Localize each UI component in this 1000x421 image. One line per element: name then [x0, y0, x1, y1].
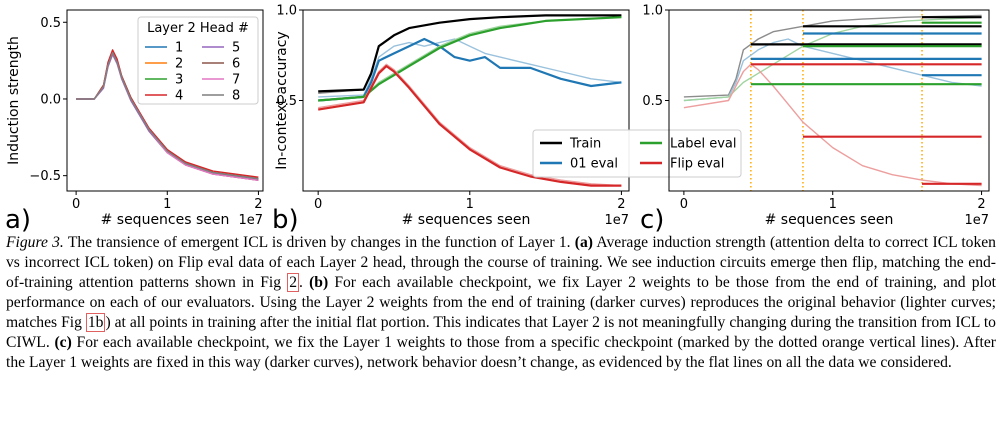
panel-a-series-8-head-8 — [76, 52, 259, 180]
panel-b-ytick-label-1: 0.5 — [276, 94, 297, 109]
panel-a-xtick-label-2: 1 — [163, 197, 171, 212]
panel-c-ytick-label-2: 1.0 — [642, 4, 663, 19]
panel-c-series-flip-eval-light-4 — [683, 63, 982, 187]
panel-b-legend-entry-1: Train — [569, 137, 601, 152]
caption-text-4: For each available checkpoint, we fix La… — [6, 274, 997, 331]
panel-a-ytick-label-3: 0.5 — [40, 16, 61, 31]
panel-b-series-01-eval-light-3 — [318, 38, 622, 98]
panel-b-series-flip-eval-light-7 — [318, 63, 622, 187]
panel-a-x-scale-label: 1e7 — [238, 213, 263, 228]
caption-a: (a) — [574, 234, 593, 251]
panel-c-series-train-light-1 — [683, 14, 982, 98]
panel-b-legend-entry-3: Label eval — [670, 137, 736, 152]
panel-b-series-label-eval-dark-6 — [318, 16, 622, 102]
panel-a-legend-entry-4: 4 — [175, 89, 183, 104]
caption-ref-fig1b[interactable]: 1b — [85, 313, 106, 332]
panel-b-series-train-dark-2 — [318, 14, 622, 93]
caption-label: Figure 3. — [6, 234, 64, 251]
panel-c: 0 1 2 0.5 1.0 # sequences seen 1e7 c) — [640, 4, 990, 232]
panel-b-x-scale-label: 1e7 — [604, 213, 629, 228]
panel-b-legend-entry-4: Flip eval — [670, 157, 724, 172]
figure-3: 0 1 2−0.50.00.5# sequences seen 1e7Inductio… — [5, 4, 990, 232]
panel-a-label: a) — [5, 205, 31, 232]
panel-a-legend-entry-6: 6 — [232, 57, 240, 72]
panel-a-xtick-label-3: 2 — [254, 197, 262, 212]
panel-a-legend-title: Layer 2 Head # — [147, 21, 249, 36]
panel-a-legend-entry-3: 3 — [175, 73, 183, 88]
panel-a-ytick-label-2: 0.0 — [40, 92, 61, 107]
panel-b-ytick-label-2: 1.0 — [276, 4, 297, 19]
panel-b-xtick-label-3: 2 — [617, 197, 625, 212]
panel-b: 0 1 2 0.5 1.0 # sequences seen 1e7 In-context a… — [272, 4, 742, 232]
panel-a-legend-entry-8: 8 — [232, 89, 240, 104]
panel-c-label: c) — [640, 205, 664, 232]
panel-c-series-01-eval-light-2 — [683, 38, 982, 102]
panel-c-xtick-label-3: 2 — [977, 197, 985, 212]
panel-c-xtick-label-1: 0 — [680, 197, 688, 212]
panel-b-legend-entry-2: 01 eval — [570, 157, 618, 172]
panel-b-series-flip-eval-dark-8 — [318, 65, 622, 187]
panel-a-legend-entry-1: 1 — [175, 41, 183, 56]
panel-a-legend-box — [137, 16, 259, 105]
caption-ref-fig2[interactable]: 2 — [287, 273, 300, 292]
panel-b-series-01-eval-dark-4 — [318, 37, 622, 102]
caption-b: (b) — [309, 274, 329, 291]
panel-c-series-label-eval-light-3 — [683, 16, 982, 102]
panel-a-xlabel: # sequences seen — [101, 212, 230, 228]
panel-b-label: b) — [272, 205, 299, 232]
panel-b-legend-box — [532, 129, 742, 178]
caption-text-5: ) at all points in training after the in… — [6, 314, 996, 351]
panel-b-xlabel: # sequences seen — [402, 212, 531, 228]
panel-b-ylabel: In-context accuracy — [274, 31, 290, 169]
caption-text-2: Average induction strength (attention de… — [6, 234, 996, 291]
panel-b-xtick-label-2: 1 — [466, 197, 474, 212]
panel-c-xtick-label-2: 1 — [829, 197, 837, 212]
panel-a-legend-entry-7: 7 — [232, 73, 240, 88]
panel-a-frame — [66, 9, 264, 192]
caption-text-6: For each available checkpoint, we fix th… — [6, 334, 996, 371]
panel-a-legend-entry-5: 5 — [232, 41, 240, 56]
figure-caption: Figure 3. The transience of emergent ICL… — [6, 233, 996, 373]
panel-c-ytick-label-1: 0.5 — [642, 94, 663, 109]
panel-a-ytick-label-1: −0.5 — [29, 169, 61, 184]
caption-text-3: . — [299, 274, 310, 291]
panel-c-xlabel: # sequences seen — [765, 212, 894, 228]
caption-c: (c) — [54, 334, 72, 351]
panel-a: 0 1 2−0.50.00.5# sequences seen 1e7Inductio… — [5, 9, 264, 232]
panel-a-legend-entry-2: 2 — [175, 57, 183, 72]
panel-a-ylabel: Induction strength — [6, 36, 22, 165]
panel-c-x-scale-label: 1e7 — [964, 213, 989, 228]
panel-a-xtick-label-1: 0 — [72, 197, 80, 212]
panel-b-xtick-label-1: 0 — [314, 197, 322, 212]
caption-text-1: The transience of emergent ICL is driven… — [63, 234, 575, 251]
